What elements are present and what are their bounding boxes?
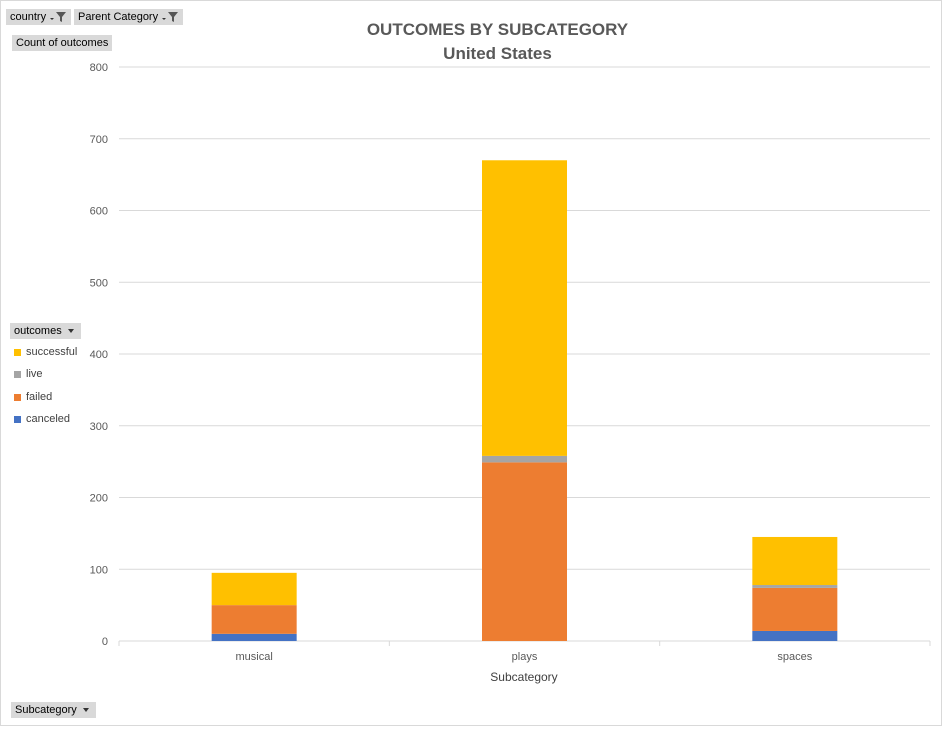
legend-item-live: live (14, 367, 43, 381)
parent-category-filter-button[interactable]: Parent Category (74, 9, 184, 25)
chart-title: OUTCOMES BY SUBCATEGORY (366, 20, 629, 39)
axis-field-button[interactable]: Subcategory (11, 702, 96, 718)
legend-label-canceled: canceled (26, 413, 71, 425)
filter-dropdown-icon (161, 11, 179, 23)
axis-field-label: Subcategory (15, 704, 77, 716)
legend-swatch-failed (14, 393, 21, 401)
chevron-down-icon (65, 326, 77, 336)
legend-item-failed: failed (14, 390, 52, 404)
legend-field-button[interactable]: outcomes (10, 323, 81, 339)
chart-subtitle: United States (443, 44, 552, 63)
value-field-label: Count of outcomes (16, 37, 109, 49)
legend-item-canceled: canceled (14, 412, 70, 426)
parent-category-filter-label: Parent Category (78, 11, 159, 23)
country-filter-button[interactable]: country (6, 9, 72, 25)
legend-label-successful: successful (26, 346, 78, 358)
filter-dropdown-icon (49, 11, 67, 23)
legend-swatch-canceled (14, 415, 21, 423)
legend-label-live: live (26, 368, 43, 380)
legend-label-failed: failed (26, 391, 53, 403)
legend-swatch-live (14, 370, 21, 378)
legend-field-label: outcomes (14, 325, 62, 337)
chevron-down-icon (80, 705, 92, 715)
value-field-button[interactable]: Count of outcomes (12, 35, 113, 51)
legend-item-successful: successful (14, 345, 77, 359)
legend-swatch-successful (14, 348, 21, 356)
country-filter-label: country (10, 11, 47, 23)
